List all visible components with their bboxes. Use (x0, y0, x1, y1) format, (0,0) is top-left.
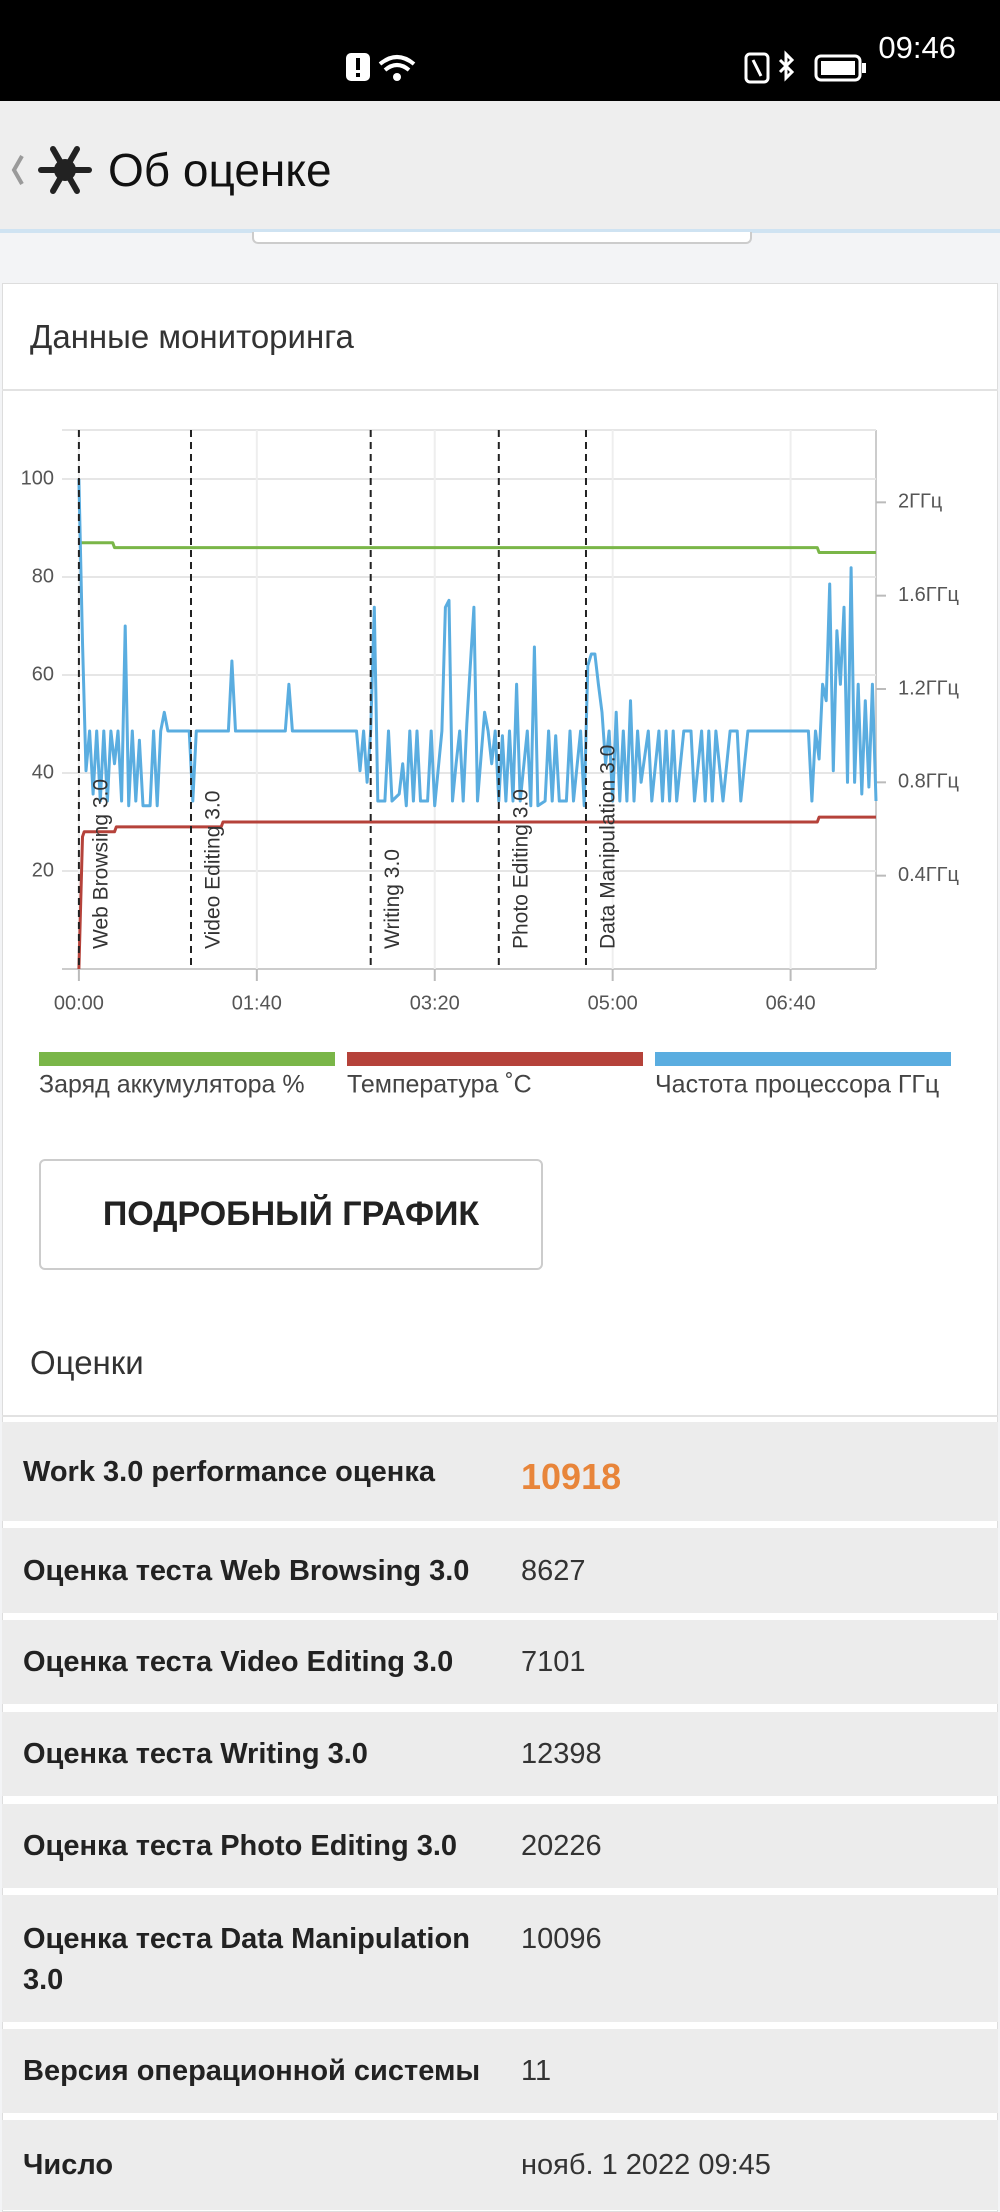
x-tick-label: 03:20 (410, 992, 460, 1014)
detail-chart-button[interactable]: ПОДРОБНЫЙ ГРАФИК (39, 1159, 543, 1270)
y-tick-label: 60 (32, 663, 54, 685)
score-value: нояб. 1 2022 09:45 (521, 2149, 771, 2181)
x-tick-label: 06:40 (766, 992, 816, 1014)
score-value: 11 (521, 2055, 552, 2087)
legend-label: Частота процессора ГГц (655, 1071, 939, 1099)
score-value: 20226 (521, 1830, 602, 1862)
score-row: Оценка теста Photo Editing 3.0 20226 (2, 1804, 998, 1888)
score-label: Оценка теста Data Manipulation 3.0 (23, 1923, 470, 1996)
series-line (77, 478, 878, 808)
test-marker-label: Web Browsing 3.0 (89, 779, 112, 949)
legend-swatch (39, 1052, 335, 1066)
legend-swatch (655, 1052, 951, 1066)
score-label: Оценка теста Photo Editing 3.0 (23, 1830, 458, 1862)
score-label: Оценка теста Video Editing 3.0 (23, 1646, 454, 1678)
score-label: Оценка теста Writing 3.0 (23, 1738, 368, 1770)
score-value: 8627 (521, 1554, 586, 1587)
score-value: 10096 (521, 1923, 602, 1955)
y-tick-label: 20 (32, 859, 54, 881)
score-row: Оценка теста Writing 3.0 12398 (2, 1712, 998, 1796)
test-marker-label: Video Editing 3.0 (202, 791, 225, 949)
test-marker-label: Writing 3.0 (381, 849, 404, 949)
x-tick-label: 01:40 (232, 992, 282, 1014)
status-icons (346, 53, 416, 81)
y2-tick-label: 1.6ГГц (898, 584, 959, 606)
score-label: Версия операционной системы (23, 2055, 481, 2087)
score-value: 12398 (521, 1738, 602, 1770)
series-line (77, 815, 876, 970)
legend-label: Температура ˚C (347, 1071, 532, 1099)
score-row: Оценка теста Web Browsing 3.0 8627 (2, 1528, 998, 1613)
score-row: Число нояб. 1 2022 09:45 (2, 2120, 998, 2210)
y-tick-label: 40 (32, 761, 54, 783)
legend-swatch (347, 1052, 643, 1066)
score-row: Оценка теста Data Manipulation 3.0 10096 (2, 1895, 998, 2022)
y-tick-label: 80 (32, 565, 54, 587)
status-time: 09:46 (878, 30, 956, 65)
divider (2, 389, 998, 391)
score-value: 10918 (521, 1455, 622, 1497)
y2-tick-label: 2ГГц (898, 491, 942, 513)
y2-tick-label: 0.8ГГц (898, 771, 959, 793)
y-tick-label: 100 (21, 467, 54, 489)
back-button[interactable] (8, 140, 100, 202)
section-title: Оценки (30, 1344, 144, 1381)
section-title: Данные мониторинга (30, 318, 354, 355)
app-bar (0, 101, 1000, 233)
series-line (78, 541, 876, 554)
test-marker-label: Data Manipulation 3.0 (597, 745, 620, 949)
score-label: Work 3.0 performance оценка (23, 1455, 435, 1488)
page-title: Об оценке (108, 144, 332, 196)
legend-label: Заряд аккумулятора % (39, 1071, 305, 1099)
score-row: Work 3.0 performance оценка 10918 (2, 1422, 998, 1521)
previous-card-edge (252, 232, 752, 244)
score-row: Версия операционной системы 11 (2, 2029, 998, 2113)
divider (2, 1415, 998, 1417)
x-tick-label: 00:00 (54, 992, 104, 1014)
status-icons-right (744, 50, 866, 84)
x-tick-label: 05:00 (588, 992, 638, 1014)
y2-tick-label: 0.4ГГц (898, 864, 959, 886)
test-marker-label: Photo Editing 3.0 (509, 789, 532, 949)
score-label: Оценка теста Web Browsing 3.0 (23, 1554, 470, 1587)
y2-tick-label: 1.2ГГц (898, 677, 959, 699)
score-label: Число (23, 2149, 114, 2181)
score-row: Оценка теста Video Editing 3.0 7101 (2, 1620, 998, 1704)
score-value: 7101 (521, 1646, 586, 1678)
monitoring-chart: 20 40 60 80 100 0.4ГГц 0.8ГГц 1.2ГГц 1.6ГГц 2ГГц 0… (21, 429, 959, 1099)
status-bar: 09:46 (0, 0, 1000, 101)
